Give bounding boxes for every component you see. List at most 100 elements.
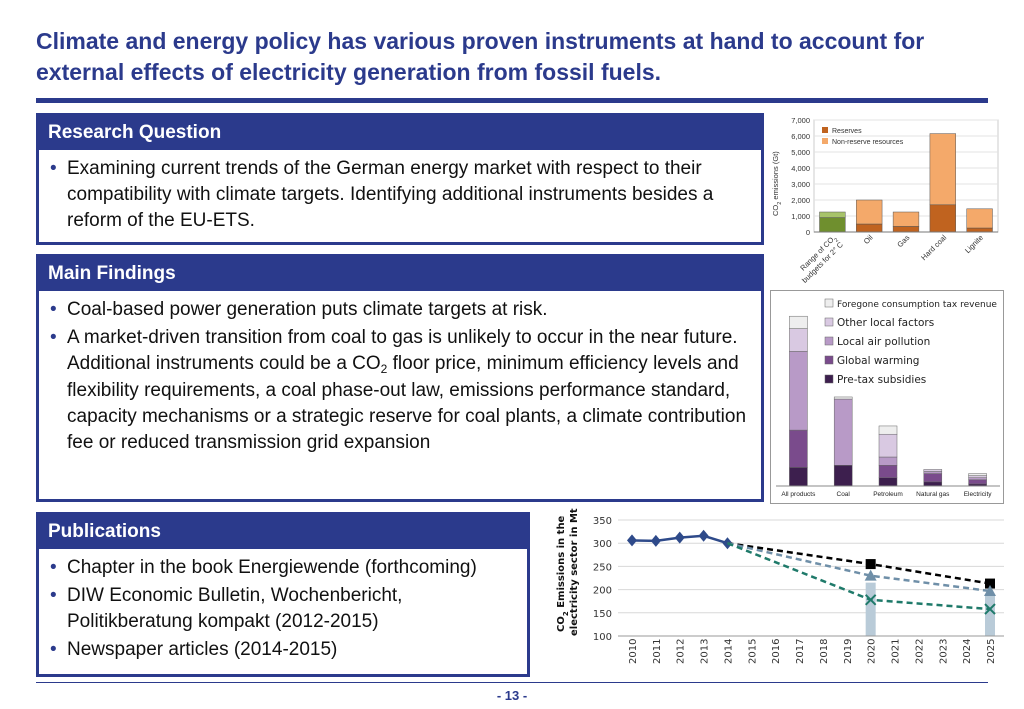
c2-bar-segment [968,475,987,478]
electricity-emissions-chart: 100 150 200 250 300 350 2010 2011 2012 2013 2014 20… [556,508,1004,664]
c2-bar-segment [833,396,853,400]
c2-legend-label: Foregone consumption tax revenue [837,300,997,310]
c1-y-tick-label: 7,000 [791,116,810,125]
c1-bar-segment [892,211,920,227]
c1-legend-label: Reserves [832,128,862,135]
c1-bar-segment [856,199,883,225]
c1-legend-label: Non-reserve resources [832,139,904,146]
c3-y-tick-label: 350 [593,516,612,527]
publication-item: DIW Economic Bulletin, Wochenbericht, Po… [50,583,519,635]
c2-bar-segment [878,456,898,466]
c3-x-tick-label: 2016 [771,639,782,664]
c3-x-tick-label: 2024 [962,639,973,664]
c2-x-tick-label: Coal [837,491,851,498]
c2-bar-segment [878,465,898,478]
c1-x-tick-label: Hard coal [919,233,948,262]
c3-scenario-point [984,603,996,615]
subsidies-chart-frame [770,290,1004,504]
c3-scenario-point [864,594,877,606]
c1-bar-segment [966,208,993,229]
research-question-heading: Research Question [39,116,761,150]
c2-legend-label: Global warming [837,355,919,367]
c1-bar-segment [892,226,920,233]
c3-historical-point [627,534,637,547]
c3-x-tick-label: 2013 [700,639,711,664]
c2-bar-segment [968,479,987,485]
c3-x-tick-label: 2015 [747,639,758,664]
publications-heading: Publications [39,515,527,549]
main-findings-panel: Main Findings Coal-based power generatio… [36,254,764,502]
c1-bar-segment [929,133,956,206]
c3-y-axis-label: CO2 Emissions in the [556,515,570,632]
publication-item: Chapter in the book Energiewende (forthc… [50,555,519,581]
c3-x-tick-label: 2012 [676,639,687,664]
c3-scenario-line [727,541,991,585]
c1-y-axis-label: CO2 emissions (Gt) [771,151,783,216]
c2-legend-label: Other local factors [837,317,934,329]
c2-bar-segment [923,473,943,483]
finding-item: Coal-based power generation puts climate… [50,297,753,323]
c3-x-tick-label: 2017 [795,639,806,664]
c3-range-bar [865,582,876,636]
c3-range-bar [985,594,995,636]
c3-x-tick-label: 2010 [628,639,639,664]
c2-bar-segment [833,398,853,466]
c3-scenario-point [864,569,877,581]
c3-x-tick-label: 2021 [891,639,902,664]
c1-x-tick-label: Lignite [963,233,985,255]
research-question-text: Examining current trends of the German e… [50,156,753,234]
c3-x-tick-label: 2023 [938,639,949,664]
c3-historical-point [674,531,685,544]
c3-scenario-point [984,584,996,596]
c1-legend-swatch [822,138,828,144]
c3-y-tick-label: 100 [593,632,612,643]
c3-x-tick-label: 2025 [986,639,997,664]
c2-legend-swatch [824,355,834,365]
c3-y-tick-label: 200 [593,586,612,597]
c2-legend-label: Pre-tax subsidies [837,374,926,386]
c2-bar-segment [923,469,943,472]
c2-bar-segment [968,473,987,476]
page-number: - 13 - [496,688,528,703]
c2-legend-swatch [824,336,834,346]
c2-bar-segment [923,481,943,487]
c3-y-tick-label: 150 [593,609,612,620]
c2-bar-segment [789,315,808,329]
title-divider [36,98,988,103]
c2-bar-segment [789,351,808,431]
c1-bar-segment [929,204,956,233]
c1-bar-budget-low [819,217,846,233]
c2-x-tick-label: Electricity [964,491,993,498]
c1-y-tick-label: 2,000 [791,196,810,205]
c2-bar-segment [968,477,987,481]
c1-bar-segment [966,227,993,233]
c2-bar-segment [789,467,808,487]
c1-y-tick-label: 6,000 [791,132,810,141]
c1-x-tick-label: Oil [862,233,875,246]
c3-historical-point [650,534,661,547]
c3-y-tick-label: 250 [593,562,612,573]
c1-y-tick-label: 0 [806,228,810,237]
c3-scenario-line [727,541,991,593]
c3-x-tick-label: 2022 [914,639,925,664]
c3-scenario-point [865,559,876,570]
c3-x-tick-label: 2019 [843,639,854,664]
c2-bar-segment [878,433,898,458]
c2-x-tick-label: Natural gas [916,491,950,498]
publication-item: Newspaper articles (2014-2015) [50,637,519,663]
c1-y-tick-label: 1,000 [791,212,810,221]
subsidies-chart: Foregone consumption tax revenue Other lo… [776,298,1000,498]
c2-legend-swatch [824,317,834,327]
research-question-panel: Research Question Examining current tren… [36,113,764,245]
main-findings-heading: Main Findings [39,257,761,291]
c3-historical-point [698,529,709,542]
c2-bar-segment [789,429,808,468]
c1-legend-swatch [822,127,828,133]
c3-x-tick-label: 2011 [652,639,663,664]
c2-bar-segment [789,328,808,352]
c1-x-tick-label: Gas [895,233,911,249]
finding-item: A market-driven transition from coal to … [50,325,753,456]
c3-x-tick-label: 2014 [723,639,734,664]
c2-x-tick-label: All products [781,491,816,498]
c2-x-tick-label: Petroleum [873,491,903,498]
